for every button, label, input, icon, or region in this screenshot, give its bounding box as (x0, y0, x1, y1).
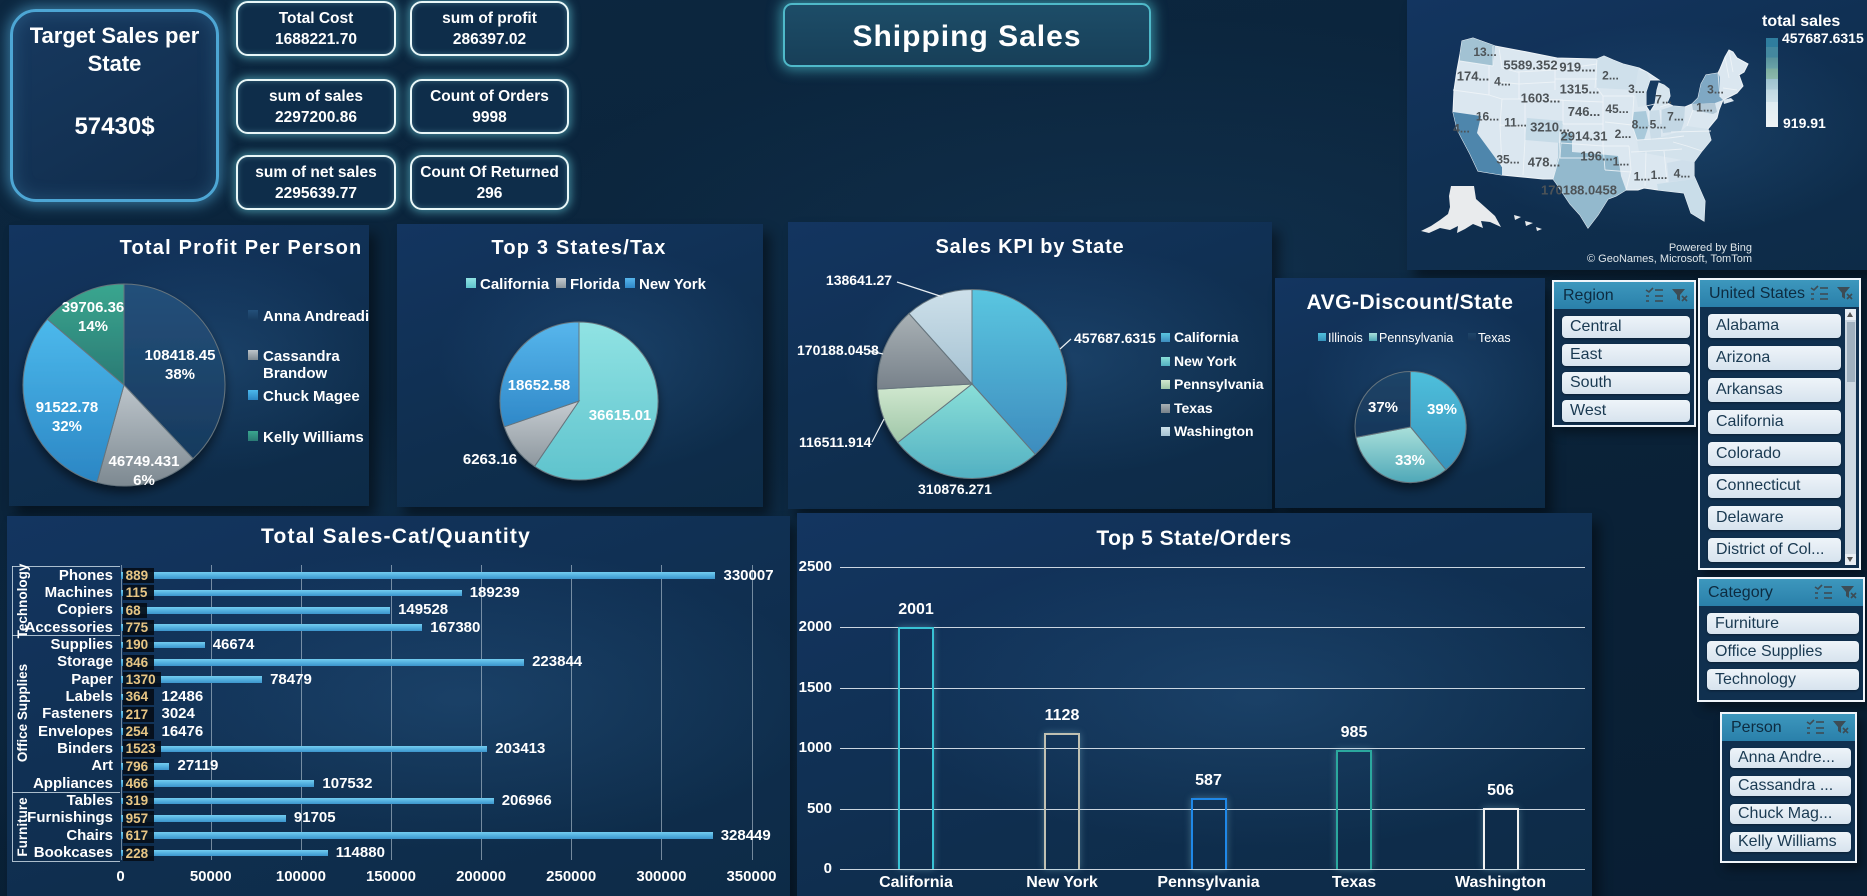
svg-text:2...: 2... (1615, 127, 1632, 141)
svg-text:1...: 1... (1696, 101, 1713, 115)
svg-text:170188.0458: 170188.0458 (1541, 183, 1617, 198)
svg-text:478...: 478... (1528, 155, 1561, 170)
svg-text:5589.352: 5589.352 (1503, 58, 1557, 73)
svg-text:746...: 746... (1568, 104, 1601, 119)
svg-text:1315...: 1315... (1560, 82, 1600, 97)
svg-text:3...: 3... (1707, 83, 1724, 97)
svg-text:13...: 13... (1473, 45, 1496, 59)
svg-text:919....: 919.... (1559, 60, 1595, 75)
svg-text:8...: 8... (1632, 118, 1649, 132)
svg-text:1...: 1... (1613, 155, 1630, 169)
svg-text:4...: 4... (1674, 167, 1691, 181)
svg-text:1...: 1... (1651, 168, 1668, 182)
svg-text:2...: 2... (1602, 69, 1619, 83)
svg-text:2914.31: 2914.31 (1561, 129, 1608, 144)
svg-text:35...: 35... (1496, 153, 1519, 167)
svg-text:7...: 7... (1667, 110, 1684, 124)
svg-text:196...: 196... (1580, 149, 1613, 164)
svg-text:1...: 1... (1634, 170, 1651, 184)
svg-text:3210...: 3210... (1530, 120, 1570, 135)
svg-text:1603...: 1603... (1521, 91, 1561, 106)
svg-text:45...: 45... (1605, 102, 1628, 116)
svg-text:174...: 174... (1457, 69, 1490, 84)
svg-text:7...: 7... (1655, 93, 1672, 107)
svg-text:16...: 16... (1476, 110, 1499, 124)
svg-text:5...: 5... (1650, 118, 1667, 132)
svg-text:3...: 3... (1628, 82, 1645, 96)
svg-text:4...: 4... (1494, 75, 1511, 89)
svg-text:11...: 11... (1504, 116, 1527, 130)
svg-text:4...: 4... (1453, 122, 1470, 136)
